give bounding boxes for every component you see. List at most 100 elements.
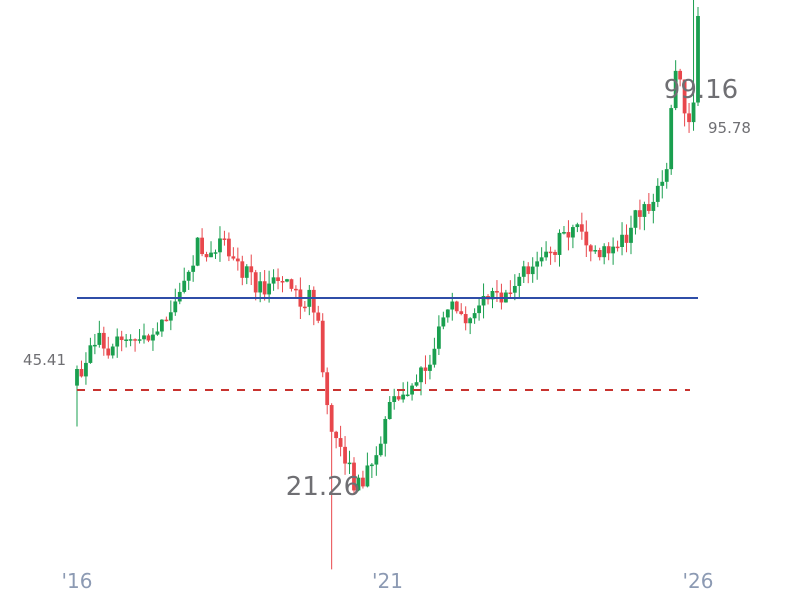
candle-body (387, 401, 392, 419)
x-tick-label: '26 (683, 569, 714, 593)
candle-body (392, 396, 397, 402)
candle-body (133, 339, 137, 341)
candle-body (361, 477, 365, 487)
candle-body (615, 246, 620, 249)
candle-body (253, 272, 258, 293)
candle-body (110, 346, 115, 356)
candle-body (285, 279, 289, 282)
candle-body (566, 232, 571, 238)
candle-body (151, 334, 155, 341)
candle-body (343, 446, 347, 464)
candle-body (495, 290, 499, 293)
candle-body (664, 169, 669, 182)
candle-body (629, 227, 633, 243)
candle-body (410, 385, 414, 395)
candle-body (633, 210, 638, 228)
candle-body (334, 431, 339, 439)
candle-body (97, 332, 102, 345)
candle-body (673, 70, 678, 109)
candle-body (231, 256, 236, 259)
candle-body (204, 254, 209, 258)
candle-body (544, 251, 548, 258)
x-axis-ticks: '16 '21 '26 (62, 569, 714, 593)
candle-body (316, 312, 321, 321)
candle-body (378, 443, 383, 456)
candle-body (267, 283, 272, 295)
candle-body (222, 238, 227, 240)
candle-body (490, 290, 495, 300)
candle-body (584, 231, 589, 246)
candle-body (521, 266, 526, 277)
candle-body (209, 252, 213, 258)
candle-body (164, 319, 169, 322)
candle-body (146, 335, 151, 341)
candle-body (660, 181, 665, 186)
candle-body (191, 265, 196, 272)
candle-body (329, 405, 334, 432)
candle-body (200, 237, 204, 255)
candle-body (454, 301, 459, 312)
candle-body (352, 462, 356, 491)
candle-body (115, 336, 120, 347)
candle-body (124, 339, 129, 341)
candle-body (177, 291, 182, 302)
candle-body (405, 394, 410, 397)
candle-body (606, 246, 611, 254)
candle-body (428, 364, 432, 371)
candle-body (369, 464, 374, 467)
candle-body (311, 289, 316, 313)
candle-body (419, 367, 423, 383)
candle-body (530, 266, 535, 275)
x-tick-label: '21 (372, 569, 403, 593)
candle-body (539, 257, 544, 262)
candle-body (276, 277, 280, 282)
candle-body (678, 70, 683, 80)
candle-body (159, 319, 164, 332)
candle-body (477, 305, 481, 314)
candle-body (289, 279, 294, 289)
candle-body (168, 312, 173, 321)
candle-body (338, 438, 343, 447)
candle-body (142, 335, 146, 340)
candle-body (320, 320, 325, 373)
candle-body (101, 332, 106, 349)
candle-body (557, 232, 562, 255)
candle-body (472, 313, 477, 319)
candle-body (441, 317, 446, 327)
candle-body (92, 344, 97, 347)
candle-body (182, 280, 187, 292)
candle-body (365, 465, 370, 487)
candle-body (106, 348, 111, 356)
candle-body (227, 238, 231, 257)
candle-body (249, 266, 254, 273)
candle-body (244, 266, 249, 278)
candle-body (423, 367, 428, 371)
candle-body (682, 79, 687, 114)
candle-body (432, 348, 437, 365)
candle-body (602, 246, 607, 258)
candle-body (383, 418, 388, 444)
candle-body (414, 382, 419, 386)
candle-body (347, 462, 352, 465)
candle-body (459, 311, 464, 315)
candle-body (218, 238, 222, 253)
candle-body (240, 261, 245, 278)
x-tick-label: '16 (62, 569, 93, 593)
candle-body (445, 309, 450, 318)
candle-body (611, 246, 616, 254)
candle-body (508, 292, 513, 295)
candle-body (137, 339, 142, 341)
candles-group (75, 0, 700, 570)
candle-body (186, 271, 191, 281)
candle-body (294, 288, 298, 291)
candle-body (195, 237, 200, 266)
candle-body (128, 339, 133, 341)
candle-body (655, 185, 660, 202)
candle-body (651, 201, 656, 211)
candle-body (84, 362, 88, 377)
candle-body (436, 326, 441, 349)
candle-body (548, 251, 553, 254)
candle-body (262, 281, 267, 295)
candle-body (271, 277, 276, 284)
